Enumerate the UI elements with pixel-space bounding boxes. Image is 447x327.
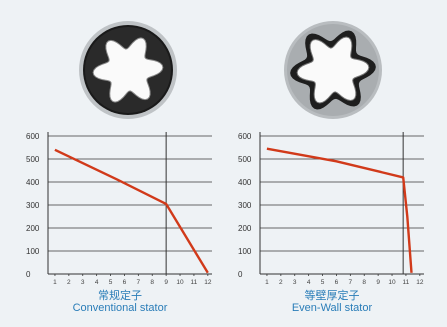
series-line	[54, 148, 209, 274]
y-tick-label: 500	[238, 155, 252, 164]
x-tick-label: 12	[416, 279, 424, 286]
x-tick-label: 2	[67, 279, 71, 286]
x-tick-label: 11	[403, 279, 410, 286]
series-line	[266, 147, 413, 273]
x-tick-label: 8	[362, 279, 366, 286]
conventional-stator-icon	[79, 21, 177, 119]
x-tick-label: 10	[388, 279, 396, 286]
y-tick-label: 200	[238, 224, 252, 233]
x-tick-label: 8	[150, 279, 154, 286]
x-tick-label: 5	[321, 279, 325, 286]
x-tick-label: 9	[376, 279, 380, 286]
x-tick-label: 7	[137, 279, 141, 286]
y-tick-label: 300	[26, 201, 40, 210]
x-tick-label: 6	[335, 279, 339, 286]
y-tick-label: 100	[26, 247, 40, 256]
x-tick-label: 9	[164, 279, 168, 286]
x-tick-label: 5	[109, 279, 113, 286]
chart-caption: 常规定子 Conventional stator	[20, 290, 220, 314]
x-tick-label: 4	[307, 279, 311, 286]
x-tick-label: 3	[293, 279, 297, 286]
x-tick-label: 1	[265, 279, 269, 286]
chart-caption: 等壁厚定子 Even-Wall stator	[232, 290, 432, 314]
y-tick-label: 300	[238, 201, 252, 210]
y-tick-label: 0	[26, 270, 31, 279]
y-tick-label: 400	[238, 178, 252, 187]
x-tick-label: 11	[191, 279, 198, 286]
caption-cn: 常规定子	[98, 290, 142, 302]
y-tick-label: 600	[238, 132, 252, 141]
y-tick-label: 600	[26, 132, 40, 141]
y-tick-label: 400	[26, 178, 40, 187]
x-tick-label: 12	[204, 279, 212, 286]
x-tick-label: 6	[123, 279, 127, 286]
y-tick-label: 0	[238, 270, 243, 279]
x-tick-label: 3	[81, 279, 85, 286]
x-tick-label: 2	[279, 279, 283, 286]
even-wall-stator-chart: 0 100 200 300 400 500 600 1 2 3 4 5 6 7 8 9 10 11 12 等壁厚定子…	[232, 128, 432, 323]
x-tick-label: 10	[176, 279, 184, 286]
even-wall-stator-icon	[284, 21, 382, 119]
caption-en: Even-Wall stator	[291, 302, 373, 314]
y-tick-label: 100	[238, 247, 252, 256]
conventional-stator-chart: 0 100 200 300 400 500 600 1 2 3 4 5 6 7 8 9 10 11 12 常规定子 …	[20, 128, 220, 323]
x-tick-label: 7	[349, 279, 353, 286]
y-tick-label: 200	[26, 224, 40, 233]
x-tick-label: 1	[53, 279, 57, 286]
y-tick-label: 500	[26, 155, 40, 164]
caption-en: Conventional stator	[72, 302, 168, 314]
x-tick-label: 4	[95, 279, 99, 286]
caption-cn: 等壁厚定子	[304, 290, 360, 302]
